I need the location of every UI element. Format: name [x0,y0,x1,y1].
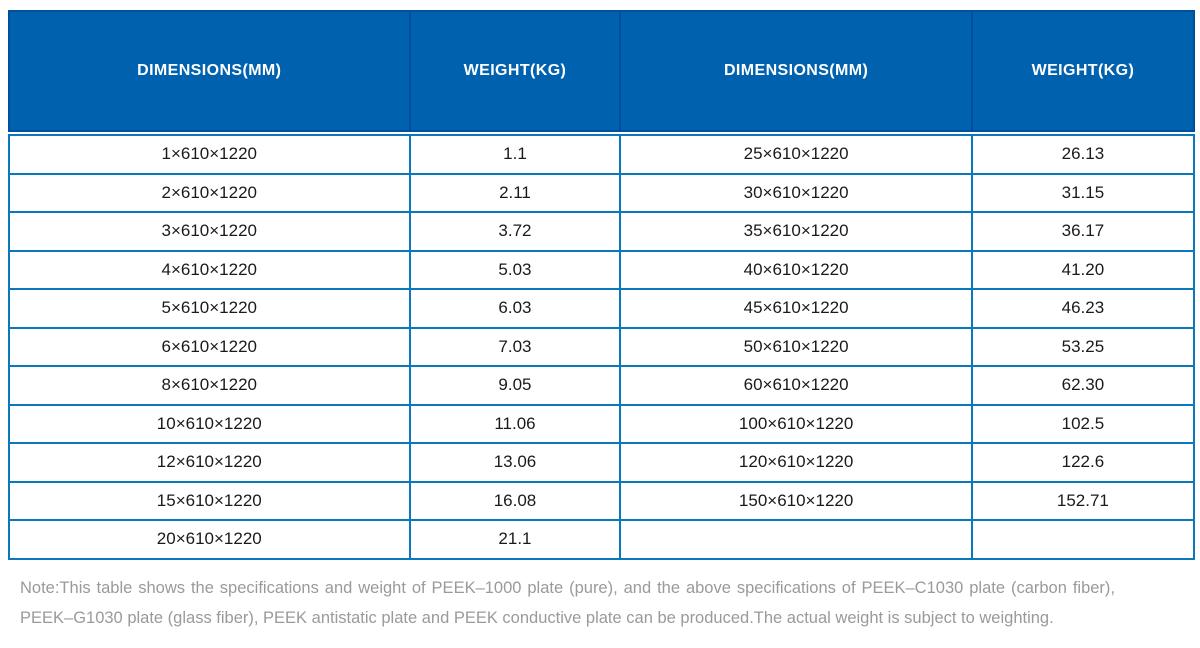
table-row: 8×610×1220 9.05 60×610×1220 62.30 [8,365,1196,406]
weight-cell: 122.6 [970,442,1196,483]
weight-cell: 13.06 [408,442,622,483]
column-header-weight-right: WEIGHT(KG) [970,10,1196,132]
table-row: 4×610×1220 5.03 40×610×1220 41.20 [8,249,1196,290]
table-row: 1×610×1220 1.1 25×610×1220 26.13 [8,134,1196,175]
dimensions-cell: 40×610×1220 [619,249,973,290]
spec-sheet: DIMENSIONS(MM) WEIGHT(KG) DIMENSIONS(MM)… [8,10,1196,627]
dimensions-cell: 25×610×1220 [619,134,973,175]
dimensions-cell: 120×610×1220 [619,442,973,483]
dimensions-cell: 12×610×1220 [8,442,411,483]
dimensions-cell: 5×610×1220 [8,288,411,329]
column-header-dimensions-right: DIMENSIONS(MM) [619,10,973,132]
table-row: 20×610×1220 21.1 [8,519,1196,560]
dimensions-cell: 100×610×1220 [619,403,973,444]
weight-cell: 31.15 [970,172,1196,213]
dimensions-cell: 1×610×1220 [8,134,411,175]
weight-cell: 41.20 [970,249,1196,290]
dimensions-cell: 35×610×1220 [619,211,973,252]
column-header-weight-left: WEIGHT(KG) [408,10,622,132]
weight-cell: 6.03 [408,288,622,329]
dimensions-cell: 2×610×1220 [8,172,411,213]
table-row: 15×610×1220 16.08 150×610×1220 152.71 [8,480,1196,521]
weight-cell: 152.71 [970,480,1196,521]
note-text: Note:This table shows the specifications… [20,578,1115,627]
spec-table-body: 1×610×1220 1.1 25×610×1220 26.13 2×610×1220 2… [8,134,1196,560]
dimensions-cell: 20×610×1220 [8,519,411,560]
column-header-dimensions-left: DIMENSIONS(MM) [8,10,411,132]
dimensions-cell: 4×610×1220 [8,249,411,290]
spec-table: 1×610×1220 1.1 25×610×1220 26.13 2×610×1220 2… [8,134,1196,560]
dimensions-cell: 10×610×1220 [8,403,411,444]
dimensions-cell: 30×610×1220 [619,172,973,213]
weight-cell: 16.08 [408,480,622,521]
weight-cell: 2.11 [408,172,622,213]
dimensions-cell: 3×610×1220 [8,211,411,252]
dimensions-cell: 15×610×1220 [8,480,411,521]
dimensions-cell: 6×610×1220 [8,326,411,367]
weight-cell: 11.06 [408,403,622,444]
weight-cell: 36.17 [970,211,1196,252]
table-row: 3×610×1220 3.72 35×610×1220 36.17 [8,211,1196,252]
dimensions-cell: 50×610×1220 [619,326,973,367]
weight-cell: 3.72 [408,211,622,252]
dimensions-cell [619,519,973,560]
weight-cell: 62.30 [970,365,1196,406]
weight-cell [970,519,1196,560]
weight-cell: 26.13 [970,134,1196,175]
dimensions-cell: 8×610×1220 [8,365,411,406]
dimensions-cell: 45×610×1220 [619,288,973,329]
weight-cell: 102.5 [970,403,1196,444]
table-row: 5×610×1220 6.03 45×610×1220 46.23 [8,288,1196,329]
weight-cell: 46.23 [970,288,1196,329]
table-row: 6×610×1220 7.03 50×610×1220 53.25 [8,326,1196,367]
weight-cell: 21.1 [408,519,622,560]
weight-cell: 53.25 [970,326,1196,367]
weight-cell: 5.03 [408,249,622,290]
spec-table-header: DIMENSIONS(MM) WEIGHT(KG) DIMENSIONS(MM)… [8,10,1196,132]
table-row: 2×610×1220 2.11 30×610×1220 31.15 [8,172,1196,213]
weight-cell: 9.05 [408,365,622,406]
table-row: 12×610×1220 13.06 120×610×1220 122.6 [8,442,1196,483]
table-row: 10×610×1220 11.06 100×610×1220 102.5 [8,403,1196,444]
weight-cell: 7.03 [408,326,622,367]
dimensions-cell: 150×610×1220 [619,480,973,521]
weight-cell: 1.1 [408,134,622,175]
dimensions-cell: 60×610×1220 [619,365,973,406]
header-row: DIMENSIONS(MM) WEIGHT(KG) DIMENSIONS(MM)… [8,10,1196,132]
